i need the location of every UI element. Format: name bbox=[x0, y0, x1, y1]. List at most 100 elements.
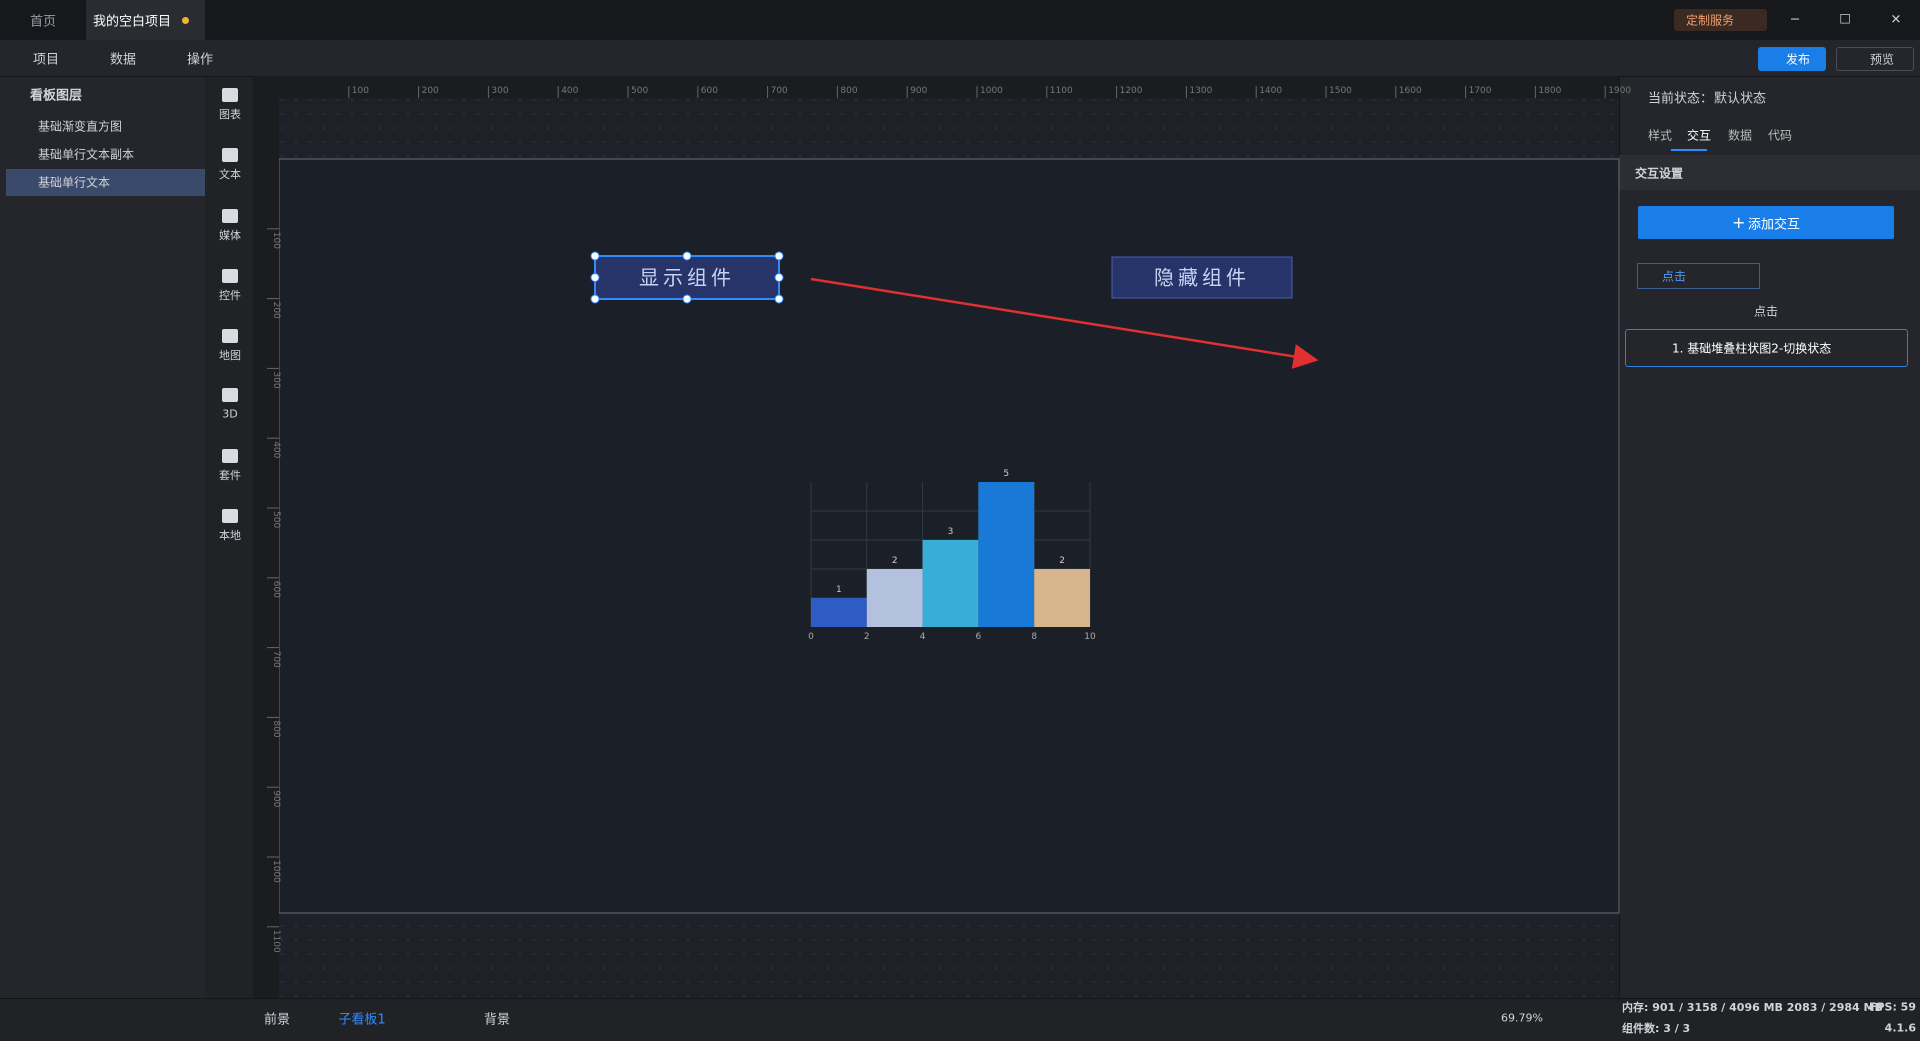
resize-handle bbox=[590, 273, 600, 282]
unsaved-dot bbox=[182, 17, 189, 24]
layer-panel bbox=[0, 77, 205, 998]
component-label[interactable]: 套件 bbox=[219, 469, 241, 482]
ruler-label: 1100 bbox=[1050, 86, 1073, 96]
component-icon[interactable] bbox=[222, 269, 238, 283]
trigger-label[interactable]: 点击 bbox=[1662, 269, 1687, 284]
ruler-label: 600 bbox=[271, 581, 281, 598]
add-label[interactable]: 添加交互 bbox=[1747, 217, 1801, 233]
resize-handle bbox=[682, 251, 692, 261]
canvas-button bbox=[1111, 256, 1293, 299]
component-label[interactable]: 媒体 bbox=[219, 229, 241, 242]
add-button[interactable] bbox=[1638, 206, 1894, 239]
ruler-label: 1100 bbox=[271, 930, 281, 953]
x-tick-label: 10 bbox=[1084, 632, 1096, 642]
publish-button[interactable] bbox=[1758, 47, 1826, 71]
data-label: 2 bbox=[892, 556, 898, 566]
canvas-button-label: 显示组件 bbox=[639, 266, 735, 290]
bottom-bar bbox=[0, 998, 1920, 1041]
layer-item[interactable]: 基础单行文本 bbox=[38, 175, 111, 190]
tab[interactable]: 我的空白项目 bbox=[92, 14, 172, 30]
resize-handle bbox=[774, 251, 784, 261]
component-icon[interactable] bbox=[222, 449, 238, 463]
bar bbox=[922, 540, 979, 627]
window-control[interactable]: ☐ bbox=[1839, 12, 1851, 28]
state-value: 默认状态 bbox=[1714, 91, 1767, 107]
component-icon[interactable] bbox=[222, 209, 238, 223]
interaction-item[interactable] bbox=[1625, 329, 1908, 367]
component-label[interactable]: 本地 bbox=[219, 529, 241, 542]
publish-label[interactable]: 发布 bbox=[1785, 52, 1811, 67]
layer-item[interactable]: 基础单行文本副本 bbox=[38, 147, 135, 162]
ruler-label: 1700 bbox=[1469, 86, 1492, 96]
trigger-chip[interactable] bbox=[1637, 263, 1760, 289]
menu[interactable]: 数据 bbox=[110, 52, 137, 68]
ruler-label: 1300 bbox=[1189, 86, 1212, 96]
component-icon[interactable] bbox=[222, 388, 238, 402]
component-label[interactable]: 3D bbox=[222, 407, 238, 421]
state-label: 当前状态： bbox=[1648, 91, 1714, 107]
data-label: 1 bbox=[836, 585, 842, 595]
ruler-label: 400 bbox=[561, 86, 578, 96]
ruler-label: 800 bbox=[840, 86, 857, 96]
component-bar bbox=[205, 77, 253, 998]
component-icon[interactable] bbox=[222, 329, 238, 343]
bar bbox=[978, 482, 1035, 627]
panel-tab[interactable]: 代码 bbox=[1768, 128, 1793, 143]
preview-button[interactable] bbox=[1836, 47, 1914, 71]
memory: 内存: 901 / 3158 / 4096 MB 2083 / 2984 MB bbox=[1622, 1001, 1883, 1014]
component-label[interactable]: 文本 bbox=[219, 168, 241, 181]
component-icon[interactable] bbox=[222, 88, 238, 102]
annotation-arrow bbox=[810, 277, 1319, 369]
divider-label: 点击 bbox=[1753, 304, 1779, 319]
bar bbox=[1034, 569, 1090, 627]
layer-title: 看板图层 bbox=[30, 88, 83, 104]
ruler-label: 800 bbox=[271, 720, 281, 737]
ruler-label: 1900 bbox=[1608, 86, 1631, 96]
x-tick-label: 6 bbox=[976, 632, 982, 642]
ruler-label: 1500 bbox=[1329, 86, 1352, 96]
component-count: 组件数: 3 / 3 bbox=[1622, 1022, 1691, 1035]
background-tab[interactable]: 背景 bbox=[483, 1012, 511, 1028]
window-control[interactable]: ✕ bbox=[1890, 12, 1902, 28]
panel-tab[interactable]: 样式 bbox=[1648, 128, 1673, 143]
component-label[interactable]: 图表 bbox=[219, 108, 241, 121]
ruler-label: 900 bbox=[910, 86, 927, 96]
tab[interactable]: 首页 bbox=[29, 14, 57, 30]
ruler-label: 100 bbox=[271, 232, 281, 249]
preview-label[interactable]: 预览 bbox=[1869, 52, 1895, 67]
service-label[interactable]: 定制服务 bbox=[1685, 13, 1735, 28]
layer-item[interactable]: 基础渐变直方图 bbox=[38, 119, 123, 134]
menu[interactable]: 项目 bbox=[33, 52, 60, 68]
ruler-label: 1000 bbox=[271, 860, 281, 883]
component-label[interactable]: 地图 bbox=[219, 349, 241, 362]
component-label[interactable]: 控件 bbox=[219, 289, 241, 302]
panel-tab[interactable]: 数据 bbox=[1728, 128, 1753, 143]
ruler-label: 1800 bbox=[1538, 86, 1561, 96]
resize-handle bbox=[590, 251, 600, 261]
tab-underline bbox=[1671, 149, 1707, 151]
section-bar bbox=[1619, 155, 1920, 190]
ruler-label: 1000 bbox=[980, 86, 1003, 96]
ruler-label: 1400 bbox=[1259, 86, 1282, 96]
ruler-label: 500 bbox=[271, 511, 281, 528]
ruler-label: 200 bbox=[271, 302, 281, 319]
board-tab[interactable]: 子看板1 bbox=[338, 1012, 386, 1028]
resize-handle bbox=[774, 273, 784, 282]
foreground-tab[interactable]: 前景 bbox=[263, 1012, 291, 1028]
panel-tab[interactable]: 交互 bbox=[1687, 128, 1712, 143]
ruler-label: 1200 bbox=[1120, 86, 1143, 96]
component-icon[interactable] bbox=[222, 509, 238, 523]
menu[interactable]: 操作 bbox=[187, 52, 214, 68]
ruler-label: 300 bbox=[271, 371, 281, 388]
component-icon[interactable] bbox=[222, 148, 238, 162]
x-tick-label: 2 bbox=[864, 632, 870, 642]
interaction-label[interactable]: 1. 基础堆叠柱状图2-切换状态 bbox=[1672, 341, 1832, 356]
x-tick-label: 8 bbox=[1031, 632, 1037, 642]
window-control[interactable]: ─ bbox=[1791, 12, 1799, 28]
x-tick-label: 4 bbox=[920, 632, 926, 642]
ruler-label: 400 bbox=[271, 441, 281, 458]
ruler-x bbox=[253, 76, 1619, 98]
board bbox=[278, 158, 1620, 914]
service-chip[interactable] bbox=[1674, 9, 1767, 31]
